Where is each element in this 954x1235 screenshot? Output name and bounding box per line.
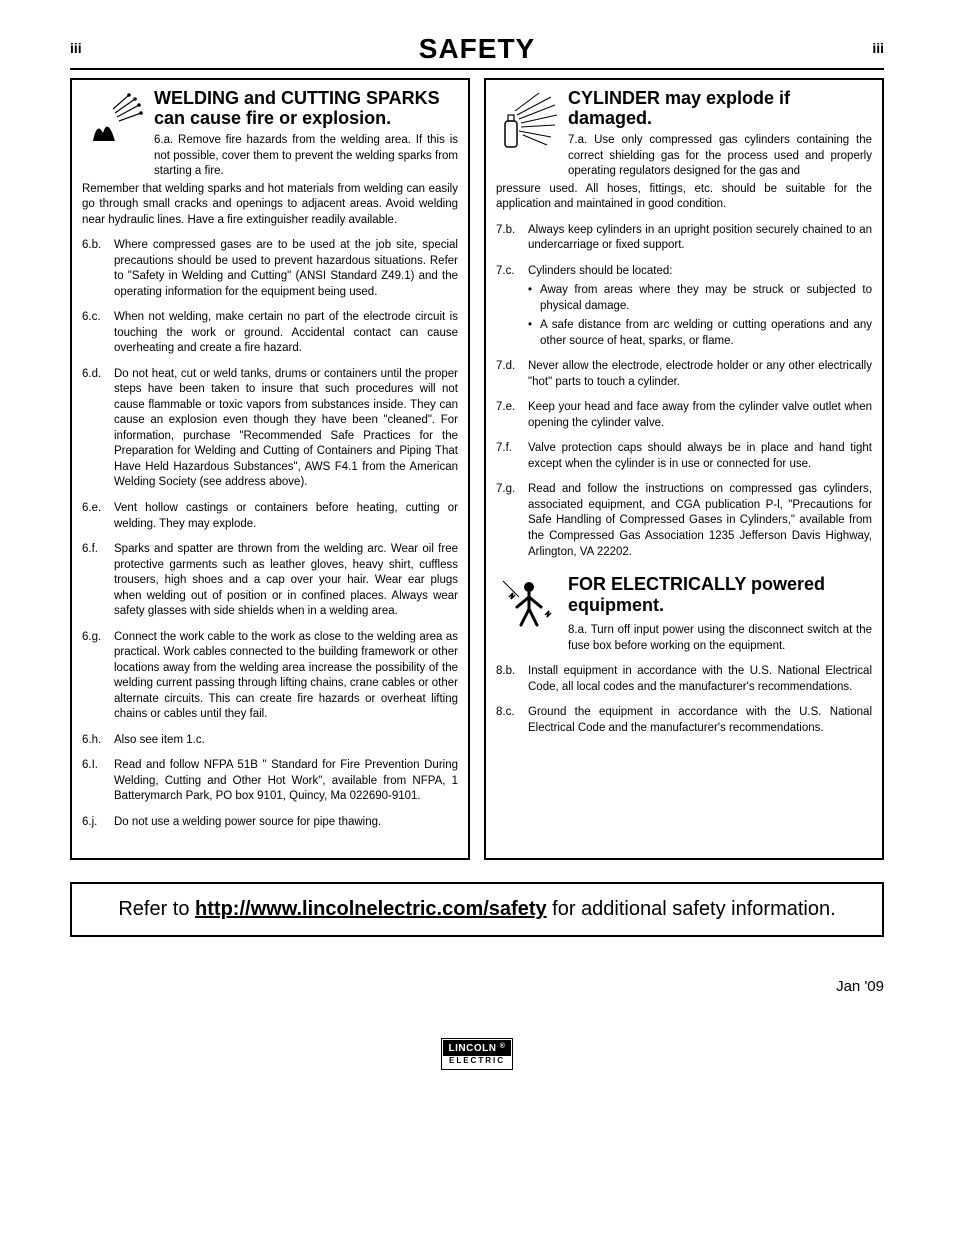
list-item: 6.b.Where compressed gases are to be use…	[82, 238, 458, 300]
electrical-shock-icon	[496, 574, 562, 640]
list-item: 8.b.Install equipment in accordance with…	[496, 664, 872, 695]
sub-bullet: •Away from areas where they may be struc…	[528, 283, 872, 314]
list-item: 7.f.Valve protection caps should always …	[496, 441, 872, 472]
logo-top: LINCOLN ®	[443, 1040, 512, 1057]
refer-post: for additional safety information.	[547, 898, 836, 920]
list-item: 6.j.Do not use a welding power source fo…	[82, 815, 458, 831]
list-item: 6.c.When not welding, make certain no pa…	[82, 310, 458, 357]
left-column: WELDING and CUTTING SPARKS can cause fir…	[70, 78, 470, 860]
section-electrical: FOR ELECTRICALLY powered equipment. 8.a.…	[496, 574, 872, 736]
list-item: 7.b.Always keep cylinders in an upright …	[496, 223, 872, 254]
header-title: SAFETY	[82, 30, 873, 68]
section-electrical-title: FOR ELECTRICALLY powered equipment.	[568, 574, 872, 615]
list-item: 6.I.Read and follow NFPA 51B " Standard …	[82, 758, 458, 805]
sub-bullet: •A safe distance from arc welding or cut…	[528, 318, 872, 349]
lincoln-logo: LINCOLN ® ELECTRIC	[70, 1038, 884, 1070]
list-item: 7.e.Keep your head and face away from th…	[496, 400, 872, 431]
page-header: iii SAFETY iii	[70, 30, 884, 70]
item-6a: 6.a. Remove fire hazards from the weldin…	[154, 133, 458, 180]
list-item: 6.f.Sparks and spatter are thrown from t…	[82, 542, 458, 620]
right-column: CYLINDER may explode if damaged. 7.a. Us…	[484, 78, 884, 860]
fire-sparks-icon	[82, 88, 148, 154]
logo-bot: ELECTRIC	[443, 1056, 512, 1068]
item-7a: 7.a. Use only compressed gas cylinders c…	[568, 133, 872, 180]
refer-pre: Refer to	[118, 898, 195, 920]
section-cylinder-title: CYLINDER may explode if damaged.	[568, 88, 872, 129]
list-item: 7.c.Cylinders should be located:•Away fr…	[496, 264, 872, 350]
section-welding: WELDING and CUTTING SPARKS can cause fir…	[82, 88, 458, 830]
list-item: 6.e.Vent hollow castings or containers b…	[82, 501, 458, 532]
columns-wrap: WELDING and CUTTING SPARKS can cause fir…	[70, 78, 884, 860]
item-8a: 8.a. Turn off input power using the disc…	[568, 623, 872, 654]
section-welding-title: WELDING and CUTTING SPARKS can cause fir…	[154, 88, 458, 129]
list-item: 7.g.Read and follow the instructions on …	[496, 482, 872, 560]
item-7a-cont: pressure used. All hoses, fittings, etc.…	[496, 182, 872, 213]
list-item: 6.d.Do not heat, cut or weld tanks, drum…	[82, 367, 458, 491]
section-cylinder: CYLINDER may explode if damaged. 7.a. Us…	[496, 88, 872, 560]
page-date: Jan '09	[70, 977, 884, 997]
list-item: 6.g.Connect the work cable to the work a…	[82, 630, 458, 723]
item-6a-cont: Remember that welding sparks and hot mat…	[82, 182, 458, 229]
list-item: 6.h.Also see item 1.c.	[82, 733, 458, 749]
cylinder-explode-icon	[496, 88, 562, 154]
refer-link[interactable]: http://www.lincolnelectric.com/safety	[195, 898, 547, 920]
header-right-num: iii	[872, 39, 884, 58]
refer-box: Refer to http://www.lincolnelectric.com/…	[70, 882, 884, 937]
list-item: 8.c.Ground the equipment in accordance w…	[496, 705, 872, 736]
header-left-num: iii	[70, 39, 82, 58]
list-item: 7.d.Never allow the electrode, electrode…	[496, 359, 872, 390]
